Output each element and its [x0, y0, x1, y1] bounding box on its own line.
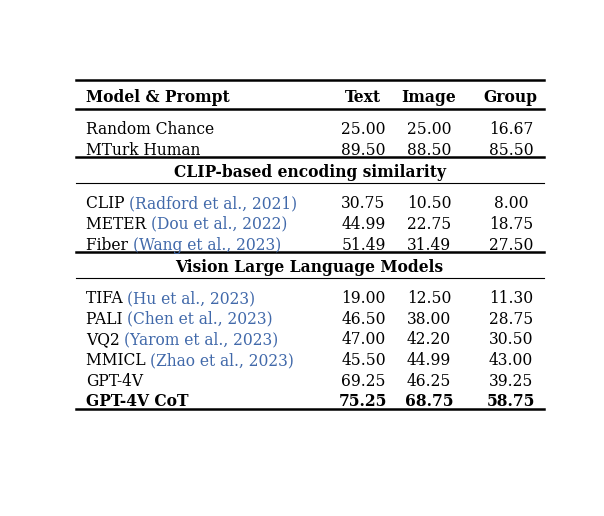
Text: 46.50: 46.50	[341, 311, 385, 328]
Text: 69.25: 69.25	[341, 373, 385, 390]
Text: 44.99: 44.99	[406, 352, 451, 369]
Text: 58.75: 58.75	[487, 393, 535, 410]
Text: MTurk Human: MTurk Human	[86, 141, 200, 158]
Text: VQ2: VQ2	[86, 331, 124, 348]
Text: 12.50: 12.50	[406, 290, 451, 307]
Text: 47.00: 47.00	[341, 331, 385, 348]
Text: Fiber: Fiber	[86, 236, 132, 253]
Text: (Hu et al., 2023): (Hu et al., 2023)	[127, 290, 255, 307]
Text: 88.50: 88.50	[406, 141, 451, 158]
Text: 44.99: 44.99	[341, 216, 385, 233]
Text: 18.75: 18.75	[489, 216, 533, 233]
Text: (Yarom et al., 2023): (Yarom et al., 2023)	[124, 331, 278, 348]
Text: TIFA: TIFA	[86, 290, 127, 307]
Text: CLIP-based encoding similarity: CLIP-based encoding similarity	[173, 164, 446, 181]
Text: 30.50: 30.50	[489, 331, 533, 348]
Text: 75.25: 75.25	[339, 393, 388, 410]
Text: 30.75: 30.75	[341, 195, 385, 212]
Text: GPT-4V: GPT-4V	[86, 373, 143, 390]
Text: 11.30: 11.30	[489, 290, 533, 307]
Text: 22.75: 22.75	[406, 216, 451, 233]
Text: 10.50: 10.50	[406, 195, 451, 212]
Text: Group: Group	[484, 89, 538, 106]
Text: CLIP: CLIP	[86, 195, 129, 212]
Text: 28.75: 28.75	[489, 311, 533, 328]
Text: Vision Large Language Models: Vision Large Language Models	[176, 259, 443, 276]
Text: PALI: PALI	[86, 311, 127, 328]
Text: 31.49: 31.49	[407, 236, 451, 253]
Text: 27.50: 27.50	[489, 236, 533, 253]
Text: 51.49: 51.49	[341, 236, 385, 253]
Text: 19.00: 19.00	[341, 290, 385, 307]
Text: METER: METER	[86, 216, 151, 233]
Text: 85.50: 85.50	[489, 141, 533, 158]
Text: 68.75: 68.75	[405, 393, 453, 410]
Text: 38.00: 38.00	[406, 311, 451, 328]
Text: (Radford et al., 2021): (Radford et al., 2021)	[129, 195, 297, 212]
Text: 25.00: 25.00	[341, 121, 385, 138]
Text: (Chen et al., 2023): (Chen et al., 2023)	[127, 311, 273, 328]
Text: MMICL: MMICL	[86, 352, 150, 369]
Text: Model & Prompt: Model & Prompt	[86, 89, 230, 106]
Text: (Zhao et al., 2023): (Zhao et al., 2023)	[150, 352, 294, 369]
Text: 25.00: 25.00	[406, 121, 451, 138]
Text: Random Chance: Random Chance	[86, 121, 214, 138]
Text: 89.50: 89.50	[341, 141, 385, 158]
Text: 43.00: 43.00	[489, 352, 533, 369]
Text: 16.67: 16.67	[489, 121, 533, 138]
Text: GPT-4V CoT: GPT-4V CoT	[86, 393, 188, 410]
Text: 39.25: 39.25	[489, 373, 533, 390]
Text: 8.00: 8.00	[493, 195, 528, 212]
Text: (Dou et al., 2022): (Dou et al., 2022)	[151, 216, 287, 233]
Text: Text: Text	[345, 89, 382, 106]
Text: (Wang et al., 2023): (Wang et al., 2023)	[132, 236, 281, 253]
Text: 46.25: 46.25	[406, 373, 451, 390]
Text: 42.20: 42.20	[407, 331, 451, 348]
Text: Image: Image	[402, 89, 456, 106]
Text: 45.50: 45.50	[341, 352, 386, 369]
